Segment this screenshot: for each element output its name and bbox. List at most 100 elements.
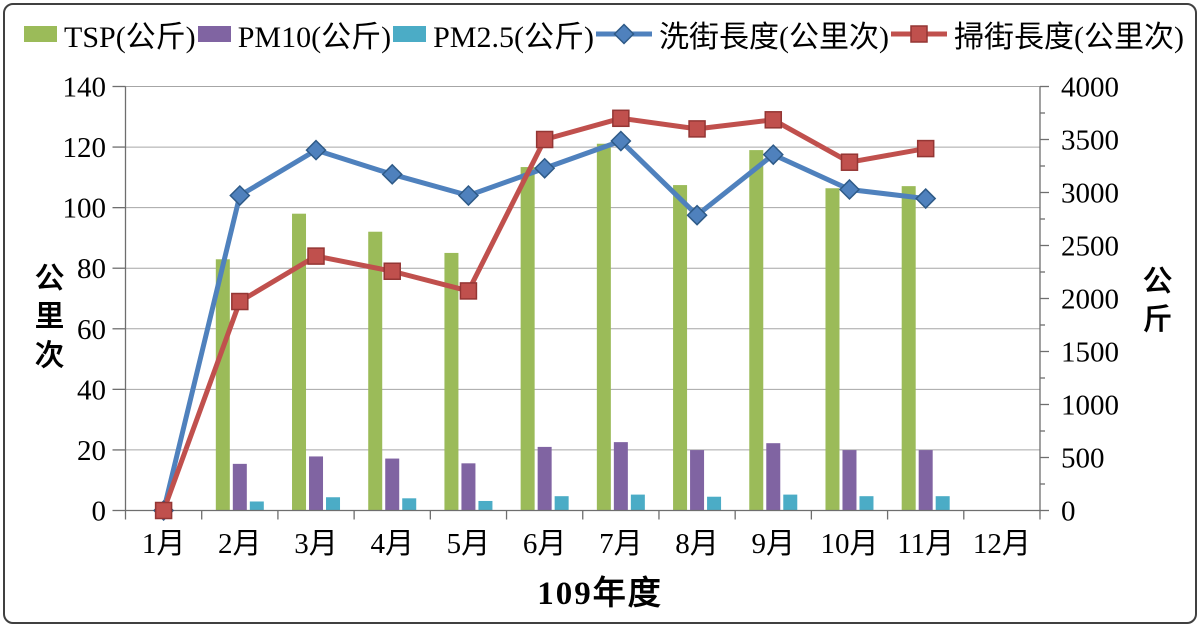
marker-sweep-10月 [840, 153, 859, 171]
legend-item-pm10: PM10(公斤) [197, 12, 392, 56]
bar-tsp-11月 [901, 186, 916, 511]
x-tick-label: 9月 [752, 528, 796, 560]
pm25-swatch-icon [393, 26, 427, 42]
bar-pm10-3月 [309, 456, 324, 511]
legend-label-wash: 洗街長度(公里次) [658, 21, 889, 54]
bar-pm25-10月 [859, 496, 874, 511]
marker-wash-8月 [686, 204, 708, 226]
x-tick-label: 4月 [370, 528, 414, 560]
bar-pm10-10月 [842, 450, 857, 511]
x-tick-label: 6月 [523, 528, 567, 560]
bar-pm25-2月 [249, 501, 264, 511]
marker-wash-11月 [915, 187, 937, 210]
wash-line-diamond-icon [595, 22, 652, 46]
marker-sweep-4月 [383, 262, 401, 280]
marker-sweep-9月 [764, 111, 783, 129]
x-tick-label: 12月 [973, 528, 1031, 560]
bar-pm10-7月 [613, 442, 628, 511]
tsp-swatch-icon [24, 26, 57, 42]
bar-tsp-3月 [292, 213, 307, 511]
left-tick-label: 60 [77, 314, 106, 346]
marker-sweep-1月 [154, 501, 173, 520]
bar-pm25-5月 [478, 500, 493, 511]
bar-pm25-9月 [783, 494, 798, 511]
right-tick-label: 3000 [1061, 178, 1119, 210]
right-tick-label: 500 [1061, 443, 1105, 475]
legend-label-sweep: 掃街長度(公里次) [953, 21, 1184, 54]
marker-sweep-7月 [612, 109, 630, 128]
bar-pm10-5月 [461, 463, 476, 511]
bar-tsp-10月 [825, 188, 840, 511]
marker-sweep-8月 [688, 120, 706, 138]
x-tick-label: 2月 [218, 528, 262, 560]
x-tick-label: 10月 [820, 528, 878, 560]
legend-item-sweep: 掃街長度(公里次) [890, 12, 1184, 56]
marker-sweep-2月 [231, 292, 249, 311]
legend-item-pm25: PM2.5(公斤) [393, 12, 594, 56]
x-tick-label: 8月 [675, 528, 719, 560]
bar-tsp-7月 [596, 143, 611, 511]
bar-tsp-5月 [444, 252, 459, 511]
x-tick-label: 7月 [599, 528, 643, 560]
x-tick-label: 11月 [897, 528, 954, 560]
bar-tsp-2月 [215, 259, 230, 511]
left-tick-label: 100 [63, 193, 107, 225]
pm10-swatch-icon [197, 26, 231, 42]
marker-wash-7月 [610, 130, 632, 152]
bar-pm25-8月 [707, 496, 722, 511]
right-tick-label: 2000 [1061, 284, 1119, 316]
legend-item-tsp: TSP(公斤) [24, 12, 196, 56]
legend: TSP(公斤) PM10(公斤) PM2.5(公斤) 洗街長度(公里次) 掃街長… [24, 12, 1184, 56]
sweep-line-square-icon [890, 22, 947, 46]
marker-sweep-5月 [459, 282, 478, 300]
marker-sweep-6月 [535, 130, 554, 149]
right-tick-label: 2500 [1061, 231, 1119, 263]
legend-label-pm25: PM2.5(公斤) [433, 21, 594, 54]
marker-wash-3月 [305, 139, 327, 161]
x-tick-label: 1月 [142, 528, 186, 560]
bar-pm25-4月 [402, 498, 417, 511]
right-axis-title: 公斤 [1142, 266, 1172, 337]
bar-tsp-4月 [368, 231, 383, 511]
bar-pm25-3月 [326, 497, 341, 511]
marker-sweep-3月 [307, 247, 325, 265]
bar-pm25-7月 [630, 494, 645, 511]
right-tick-label: 3500 [1061, 125, 1119, 157]
bar-tsp-6月 [520, 167, 535, 511]
marker-sweep-11月 [916, 139, 935, 158]
bar-pm25-6月 [554, 496, 569, 511]
left-axis-title: 公里次 [34, 263, 64, 372]
left-tick-label: 120 [63, 132, 107, 164]
right-tick-label: 4000 [1061, 72, 1119, 104]
bar-pm10-4月 [385, 458, 400, 511]
x-tick-label: 5月 [447, 528, 491, 560]
bar-tsp-8月 [673, 185, 688, 511]
left-tick-label: 20 [77, 435, 106, 467]
bar-pm10-6月 [537, 446, 552, 511]
bar-pm10-8月 [690, 450, 705, 511]
legend-label-pm10: PM10(公斤) [237, 21, 392, 54]
bar-pm10-11月 [918, 450, 933, 511]
right-tick-label: 1500 [1061, 337, 1119, 369]
right-tick-label: 0 [1061, 496, 1076, 528]
legend-item-wash: 洗街長度(公里次) [595, 12, 889, 56]
left-tick-label: 40 [77, 374, 106, 406]
marker-wash-5月 [457, 184, 479, 207]
bar-pm25-11月 [935, 496, 950, 511]
left-tick-label: 0 [92, 496, 107, 528]
bar-pm10-2月 [232, 463, 247, 511]
bar-tsp-9月 [749, 150, 764, 511]
bar-pm10-9月 [766, 443, 781, 511]
marker-wash-10月 [838, 178, 861, 201]
marker-wash-2月 [229, 184, 251, 207]
x-axis-title: 109年度 [537, 576, 663, 612]
marker-wash-6月 [534, 157, 556, 179]
left-tick-label: 140 [63, 72, 107, 104]
x-tick-label: 3月 [294, 528, 338, 560]
left-tick-label: 80 [77, 253, 106, 285]
marker-wash-9月 [762, 144, 784, 166]
legend-label-tsp: TSP(公斤) [64, 21, 196, 54]
right-tick-label: 1000 [1061, 390, 1119, 422]
marker-wash-4月 [381, 163, 403, 185]
